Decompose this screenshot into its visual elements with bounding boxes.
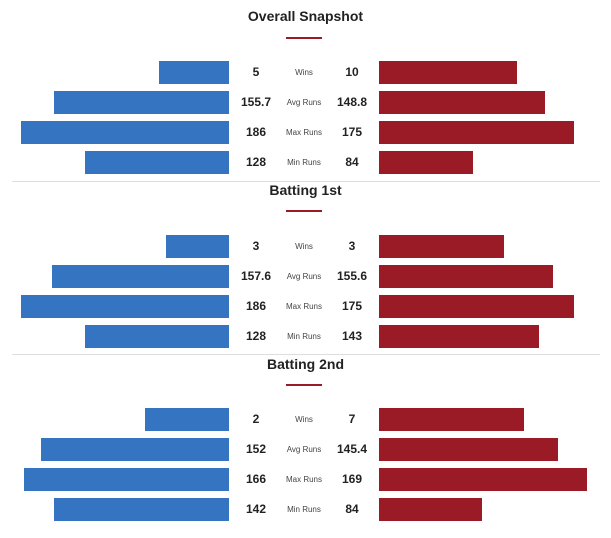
team-right-value: 3 — [348, 239, 356, 253]
team-left-value: 3 — [252, 239, 260, 253]
stat-row-min-runs: 128 Min Runs 84 — [0, 151, 611, 174]
stat-label: Min Runs — [287, 158, 321, 167]
section-title-batting-1st: Batting 1st — [269, 182, 342, 198]
stat-row-avg-runs: 155.7 Avg Runs 148.8 — [0, 91, 611, 114]
stat-row-avg-runs: 152 Avg Runs 145.4 — [0, 438, 611, 461]
team-right-value: 155.6 — [336, 269, 368, 283]
team-right-value: 143 — [341, 329, 363, 343]
team-right-value: 10 — [345, 65, 359, 79]
team-left-value: 186 — [245, 125, 267, 139]
stat-label: Wins — [295, 68, 313, 77]
stat-label: Wins — [295, 242, 313, 251]
stat-label: Avg Runs — [286, 272, 322, 281]
team-right-bar — [379, 295, 574, 318]
team-right-bar — [379, 91, 545, 114]
title-underline — [286, 37, 322, 39]
team-right-value: 7 — [348, 412, 356, 426]
title-underline — [286, 210, 322, 212]
stat-label: Max Runs — [285, 128, 322, 137]
stat-row-wins: 3 Wins 3 — [0, 235, 611, 258]
team-left-value: 128 — [245, 155, 267, 169]
team-left-bar — [145, 408, 229, 431]
stat-row-max-runs: 186 Max Runs 175 — [0, 295, 611, 318]
team-left-value: 2 — [252, 412, 260, 426]
team-left-value: 128 — [245, 329, 267, 343]
stat-row-wins: 2 Wins 7 — [0, 408, 611, 431]
stat-label: Avg Runs — [286, 445, 322, 454]
team-right-bar — [379, 468, 587, 491]
team-right-value: 175 — [341, 125, 363, 139]
team-left-value: 157.6 — [240, 269, 272, 283]
team-left-bar — [41, 438, 229, 461]
team-right-bar — [379, 151, 473, 174]
team-left-value: 155.7 — [240, 95, 272, 109]
team-right-bar — [379, 325, 539, 348]
section-divider — [12, 354, 600, 355]
team-right-bar — [379, 438, 558, 461]
team-left-bar — [54, 498, 229, 521]
team-right-bar — [379, 408, 524, 431]
stat-row-max-runs: 166 Max Runs 169 — [0, 468, 611, 491]
team-left-bar — [54, 91, 229, 114]
team-right-bar — [379, 121, 574, 144]
stat-label: Avg Runs — [286, 98, 322, 107]
stat-row-max-runs: 186 Max Runs 175 — [0, 121, 611, 144]
stat-row-min-runs: 142 Min Runs 84 — [0, 498, 611, 521]
team-right-bar — [379, 235, 504, 258]
team-left-bar — [159, 61, 229, 84]
stat-label: Min Runs — [287, 505, 321, 514]
team-left-bar — [85, 325, 229, 348]
team-left-value: 186 — [245, 299, 267, 313]
team-left-bar — [166, 235, 229, 258]
team-left-value: 142 — [245, 502, 267, 516]
team-right-bar — [379, 498, 482, 521]
team-right-bar — [379, 61, 517, 84]
team-right-bar — [379, 265, 553, 288]
title-underline — [286, 384, 322, 386]
section-divider — [12, 181, 600, 182]
team-left-bar — [24, 468, 229, 491]
stat-label: Max Runs — [285, 475, 322, 484]
team-left-bar — [85, 151, 229, 174]
team-left-value: 152 — [245, 442, 267, 456]
team-right-value: 84 — [345, 155, 359, 169]
stat-label: Min Runs — [287, 332, 321, 341]
team-left-value: 5 — [252, 65, 260, 79]
team-left-bar — [21, 121, 229, 144]
team-right-value: 84 — [345, 502, 359, 516]
stat-row-wins: 5 Wins 10 — [0, 61, 611, 84]
stat-label: Max Runs — [285, 302, 322, 311]
section-title-overall: Overall Snapshot — [247, 8, 364, 24]
team-left-bar — [21, 295, 229, 318]
team-right-value: 169 — [341, 472, 363, 486]
team-left-value: 166 — [245, 472, 267, 486]
team-right-value: 148.8 — [336, 95, 368, 109]
team-left-bar — [52, 265, 229, 288]
stat-row-min-runs: 128 Min Runs 143 — [0, 325, 611, 348]
stat-row-avg-runs: 157.6 Avg Runs 155.6 — [0, 265, 611, 288]
team-right-value: 175 — [341, 299, 363, 313]
section-title-batting-2nd: Batting 2nd — [267, 356, 344, 372]
stat-label: Wins — [295, 415, 313, 424]
team-right-value: 145.4 — [336, 442, 368, 456]
